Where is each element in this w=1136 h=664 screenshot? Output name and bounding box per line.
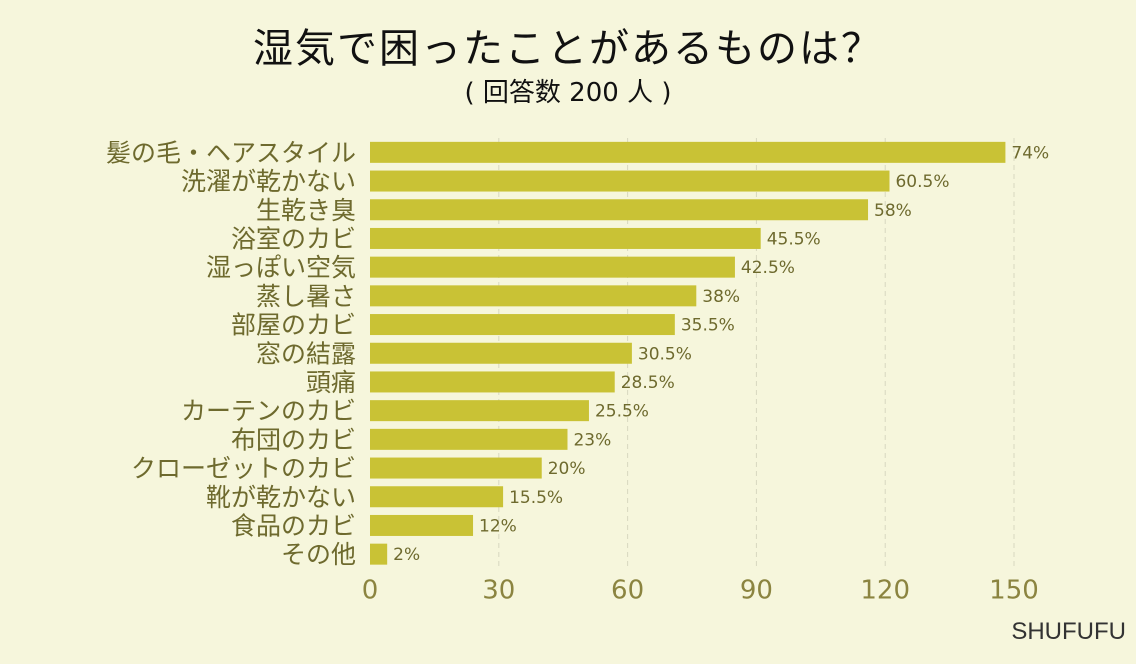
data-label: 28.5% — [621, 373, 675, 393]
bar — [370, 141, 1006, 163]
category-label: 窓の結露 — [256, 339, 356, 368]
category-label: 布団のカビ — [231, 425, 356, 454]
chart-subtitle: ( 回答数 200 人 ) — [464, 78, 672, 108]
x-tick-label: 0 — [362, 576, 379, 606]
data-label: 58% — [874, 201, 912, 221]
bar — [370, 199, 869, 221]
category-label: 浴室のカビ — [231, 224, 356, 253]
category-label: 部屋のカビ — [231, 311, 356, 340]
bar — [370, 514, 474, 536]
bar — [370, 400, 589, 422]
category-label: その他 — [281, 540, 356, 569]
category-label: 髪の毛・ヘアスタイル — [106, 138, 356, 167]
bar — [370, 285, 697, 307]
x-tick-label: 90 — [740, 576, 773, 606]
chart-title: 湿気で困ったことがあるものは？ — [253, 26, 883, 72]
data-label: 74% — [1011, 143, 1049, 163]
data-label: 42.5% — [741, 258, 795, 278]
x-tick-label: 120 — [860, 576, 910, 606]
category-label: 靴が乾かない — [206, 483, 356, 512]
data-label: 12% — [479, 516, 517, 536]
data-label: 35.5% — [681, 316, 735, 336]
category-label: 湿っぽい空気 — [206, 253, 356, 282]
brand-logo-text: SHUFUFU — [1011, 618, 1126, 645]
data-label: 30.5% — [638, 344, 692, 364]
bar — [370, 227, 761, 249]
data-label: 25.5% — [595, 402, 649, 422]
data-label: 20% — [548, 459, 586, 479]
data-label: 60.5% — [895, 172, 949, 192]
data-labels: 74% 60.5% 58% 45.5% 42.5%38% 35.5% 30.5% 28.5% 2… — [393, 143, 1049, 565]
category-label: クローゼットのカビ — [131, 454, 356, 483]
category-label: 蒸し暑さ — [256, 282, 356, 311]
category-label: カーテンのカビ — [181, 397, 356, 426]
bar — [370, 371, 615, 393]
x-axis-ticks: 0 30 60 90 120 150 — [362, 576, 1039, 606]
category-label: 頭痛 — [306, 368, 356, 397]
data-label: 15.5% — [509, 488, 563, 508]
bar — [370, 428, 568, 450]
category-label: 洗濯が乾かない — [181, 167, 356, 196]
data-label: 38% — [702, 287, 740, 307]
bar — [370, 457, 542, 479]
x-tick-label: 150 — [989, 576, 1039, 606]
bar — [370, 543, 388, 565]
x-tick-label: 60 — [611, 576, 644, 606]
data-label: 23% — [573, 430, 611, 450]
bar — [370, 342, 632, 364]
bar — [370, 486, 504, 508]
bar — [370, 256, 735, 278]
bars — [370, 141, 1006, 565]
x-tick-label: 30 — [482, 576, 515, 606]
data-label: 2% — [393, 545, 420, 565]
bar — [370, 314, 675, 336]
category-label: 食品のカビ — [231, 511, 356, 540]
data-label: 45.5% — [767, 229, 821, 249]
category-label: 生乾き臭 — [256, 196, 356, 225]
bar — [370, 170, 890, 192]
category-labels: 髪の毛・ヘアスタイル洗濯が乾かない生乾き臭浴室のカビ湿っぽい空気蒸し暑さ部屋のカ… — [106, 138, 356, 569]
